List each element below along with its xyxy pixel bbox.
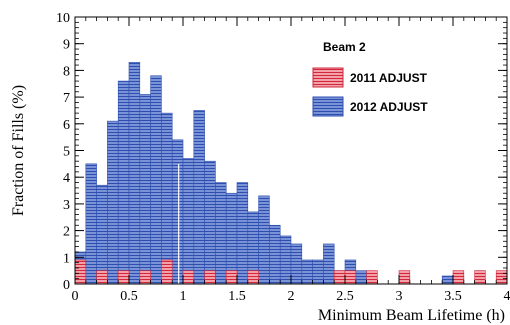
series-2012-adjust-bar (290, 243, 303, 285)
legend-header: Beam 2 (323, 40, 366, 54)
y-tick-label: 5 (63, 145, 70, 160)
series-2012-adjust-bar (171, 139, 184, 285)
series-2012-adjust-bar (301, 259, 313, 285)
y-tick-label: 6 (63, 118, 70, 133)
series-2011-adjust-bar (452, 270, 465, 285)
series-2012-adjust-bar (323, 243, 335, 285)
series-2011-adjust-bar (96, 270, 108, 285)
legend-label-2012-adjust: 2012 ADJUST (350, 100, 428, 114)
series-2011-adjust-bar (474, 270, 486, 285)
series-2011-adjust-bar (247, 270, 259, 285)
series-2012-adjust-bar (441, 275, 454, 285)
legend: Beam 2 2011 ADJUST 2012 ADJUST (312, 40, 428, 117)
series-2012-adjust-bar (150, 75, 162, 285)
x-tick-label: 0.5 (120, 289, 138, 304)
series-2011-adjust-bar (333, 270, 346, 285)
series-2011-adjust-bar (139, 270, 151, 285)
legend-label-2011-adjust: 2011 ADJUST (350, 71, 428, 85)
series-2012-adjust-bar (85, 163, 97, 285)
x-tick-label: 1.5 (228, 289, 246, 304)
series-2012-adjust-bar (96, 184, 108, 285)
x-tick-label: 3 (396, 289, 403, 304)
series-2012-adjust-bar (193, 110, 205, 285)
series-2012-adjust-bar (279, 235, 292, 285)
series-2011-adjust-bar (366, 270, 378, 285)
y-tick-label: 1 (63, 251, 70, 266)
x-tick-label: 4 (504, 289, 510, 304)
series-2012-adjust-bar (236, 182, 249, 285)
x-tick-label: 0 (72, 289, 79, 304)
series-2012-adjust-bar (215, 182, 227, 285)
series-2012-adjust-bars (74, 62, 465, 285)
x-axis-title: Minimum Beam Lifetime (h) (318, 307, 505, 324)
y-tick-label: 2 (63, 225, 70, 240)
legend-swatch-2011-adjust (312, 67, 344, 88)
y-axis-title: Fraction of Fills (%) (10, 85, 27, 216)
series-2012-adjust-bar (258, 195, 270, 285)
y-tick-label: 9 (63, 38, 70, 53)
series-2011-adjust-bar (344, 270, 357, 285)
x-tick-label: 3.5 (444, 289, 462, 304)
series-2012-adjust-bar (117, 80, 130, 285)
series-2012-adjust-bar (107, 120, 119, 285)
x-tick-label: 2 (288, 289, 295, 304)
series-2011-adjust-bar (398, 270, 411, 285)
series-2011-adjust-bar (117, 270, 130, 285)
series-2011-adjust-bars (74, 259, 508, 285)
series-2011-adjust-bar (182, 270, 195, 285)
y-tick-label: 10 (56, 11, 70, 26)
x-tick-label: 1 (180, 289, 187, 304)
series-2012-adjust-bar (182, 158, 195, 285)
series-2011-adjust-bar (161, 259, 173, 285)
series-2012-adjust-bar (355, 270, 367, 285)
x-tick-label: 2.5 (336, 289, 354, 304)
x-axis: 0 0.5 1 1.5 2 2.5 3 3.5 4 (72, 17, 510, 304)
y-tick-label: 8 (63, 64, 70, 79)
series-2011-adjust-bar (495, 270, 508, 285)
y-tick-label: 3 (63, 198, 70, 213)
series-2012-adjust-bar (269, 224, 281, 285)
y-tick-label: 0 (63, 278, 70, 293)
series-2012-adjust-bar (204, 160, 216, 285)
series-2011-adjust-bar (204, 270, 216, 285)
series-2012-adjust-bar (139, 94, 151, 285)
legend-swatch-2012-adjust (312, 96, 344, 117)
series-2012-adjust-bar (161, 112, 173, 285)
series-2012-adjust-bar (312, 259, 324, 285)
series-2011-adjust-bar (74, 259, 87, 285)
series-2011-adjust-bar (225, 270, 238, 285)
y-tick-label: 7 (63, 91, 70, 106)
y-axis: 0 1 2 3 4 5 6 7 8 9 10 (56, 11, 507, 293)
series-2012-adjust-bar (128, 62, 141, 285)
y-tick-label: 4 (63, 171, 70, 186)
